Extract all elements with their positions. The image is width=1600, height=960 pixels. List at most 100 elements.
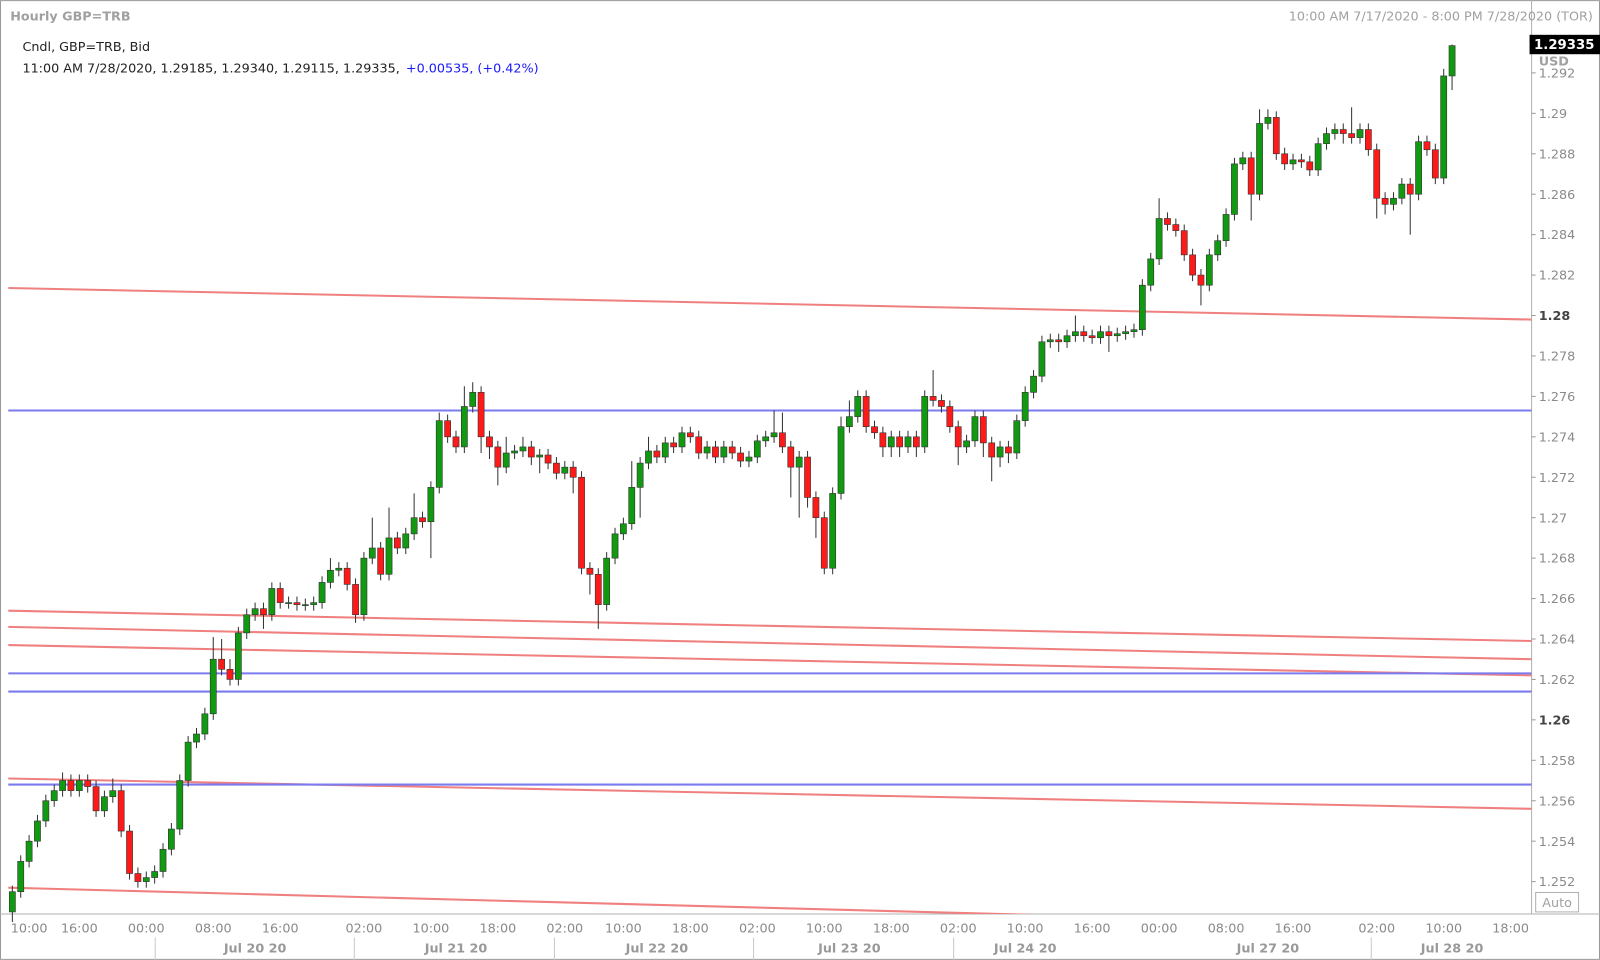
x-tick-label: 02:00 (1358, 921, 1395, 936)
candle-body (101, 796, 108, 812)
candle-body (394, 537, 401, 549)
candle-body (1205, 254, 1213, 286)
candle-body (1097, 331, 1104, 339)
candle-body (594, 573, 602, 605)
candle-body (460, 406, 468, 448)
candle-body (846, 416, 853, 428)
candle-body (963, 440, 970, 448)
x-tick-label: 18:00 (479, 921, 516, 936)
candle-body (1323, 133, 1330, 144)
candle-body (17, 861, 25, 893)
y-tick-label: 1.26 (1539, 713, 1571, 728)
candle-body (151, 871, 159, 878)
candle-body (837, 426, 845, 494)
x-tick-label: 10:00 (11, 921, 48, 936)
y-tick-label: 1.268 (1539, 552, 1576, 567)
y-tick-label: 1.286 (1539, 188, 1576, 203)
candle-body (377, 547, 385, 575)
candle-body (1381, 197, 1389, 205)
y-tick-label: 1.258 (1539, 754, 1576, 769)
candle-body (327, 569, 334, 583)
candle-body (126, 830, 133, 874)
y-tick-label: 1.274 (1539, 430, 1576, 445)
candle-body (1222, 214, 1230, 242)
candle-body (310, 602, 318, 605)
y-tick-label: 1.284 (1539, 228, 1576, 243)
candle-body (770, 432, 778, 438)
candle-body (762, 436, 770, 442)
y-tick-label: 1.282 (1539, 269, 1576, 284)
candle-body (50, 790, 58, 802)
y-tick-label: 1.262 (1539, 673, 1576, 688)
candle-body (452, 436, 460, 448)
candle-body (243, 614, 251, 634)
candle-body (92, 786, 100, 812)
candle-body (1063, 335, 1071, 343)
candle-body (511, 450, 518, 454)
date-range: 10:00 AM 7/17/2020 - 8:00 PM 7/28/2020 (… (1289, 10, 1593, 25)
candle-body (720, 446, 728, 458)
candle-body (1164, 218, 1171, 225)
candle-body (1306, 161, 1314, 171)
candle-body (109, 790, 117, 797)
candle-body (1440, 75, 1448, 179)
candle-body (1431, 149, 1439, 179)
x-tick-label: 02:00 (940, 921, 977, 936)
x-tick-label: 08:00 (1208, 921, 1245, 936)
x-tick-label: 18:00 (1492, 921, 1529, 936)
last-price: 1.29335 (1534, 38, 1594, 53)
drawn-lines (8, 286, 1532, 914)
y-tick-label: 1.28 (1539, 309, 1571, 324)
candle-body (360, 557, 368, 616)
level-line (8, 625, 1532, 661)
candle-body (1005, 446, 1012, 454)
date-separators (154, 937, 1372, 960)
candle-body (946, 406, 954, 428)
candle-body (553, 462, 560, 474)
candle-body (1348, 133, 1355, 138)
candle-body (536, 454, 544, 458)
candle-body (820, 517, 828, 569)
candle-body (737, 452, 744, 462)
auto-label[interactable]: Auto (1542, 896, 1572, 911)
candle-body (988, 442, 996, 458)
candle-body (25, 840, 33, 862)
auto-button[interactable] (1535, 891, 1580, 913)
candle-body (318, 582, 326, 603)
y-tick-label: 1.276 (1539, 390, 1576, 405)
y-tick-label: 1.29 (1539, 107, 1567, 122)
candle-body (996, 446, 1004, 458)
date-label: Jul 27 20 (1236, 942, 1300, 957)
candle-body (59, 780, 66, 791)
candle-body (912, 436, 920, 448)
candle-body (1105, 331, 1113, 337)
date-label: Jul 24 20 (993, 942, 1057, 957)
candle-body (419, 517, 426, 523)
candle-body (1088, 335, 1096, 339)
legend-title: Cndl, GBP=TRB, Bid (22, 40, 150, 55)
candle-body (628, 487, 636, 525)
candle-body (1030, 375, 1037, 393)
x-tick-label: 18:00 (873, 921, 910, 936)
level-line (8, 609, 1532, 643)
x-tick-label: 02:00 (546, 921, 583, 936)
candle-body (1289, 159, 1297, 165)
candle-body (712, 446, 719, 458)
info-change: +0.00535, (+0.42%) (406, 62, 539, 77)
candle-body (1055, 339, 1063, 343)
candle-body (1197, 274, 1205, 286)
candle-body (1298, 159, 1305, 163)
x-tick-label: 10:00 (806, 921, 843, 936)
candle-body (285, 602, 292, 604)
candle-body (469, 392, 477, 407)
axes: 1.252 1.254 1.256 1.258 1.26 1.262 1.264 1.266 1… (11, 66, 1576, 956)
candle-body (661, 442, 669, 458)
candle-body (1256, 123, 1263, 195)
candle-body (1138, 284, 1146, 330)
x-tick-label: 10:00 (1425, 921, 1462, 936)
candle-body (335, 567, 343, 571)
candle-body (234, 632, 242, 680)
y-tick-label: 1.27 (1539, 511, 1567, 526)
candle-body (1373, 149, 1381, 199)
y-tick-label: 1.288 (1539, 147, 1576, 162)
